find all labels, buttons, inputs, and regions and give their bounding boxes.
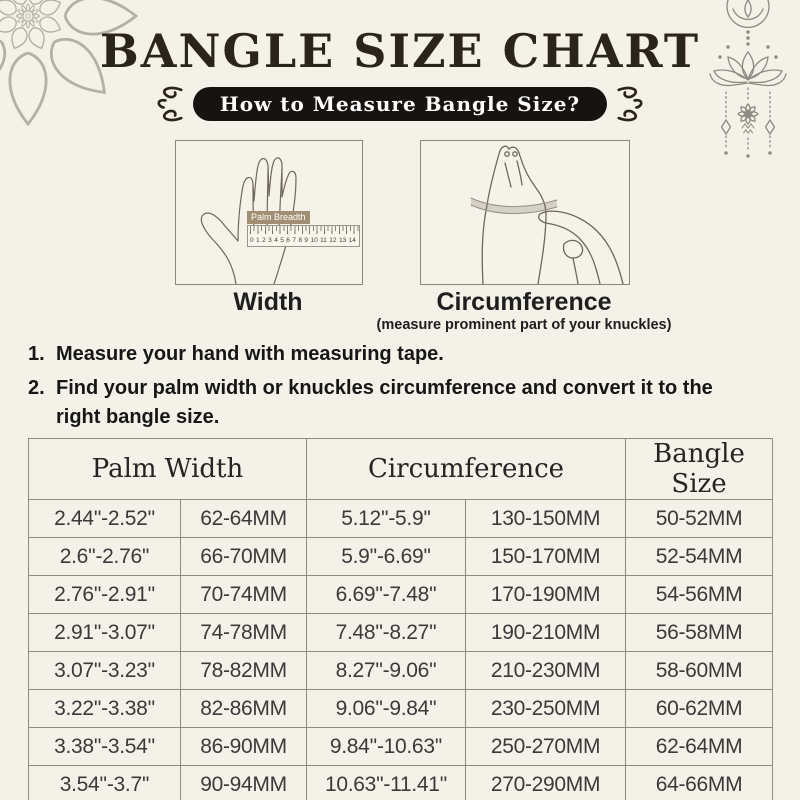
ruler-numbers: 0 1 2 3 4 5 6 7 8 9 10 11 12 13 14 — [250, 237, 356, 244]
instruction-item: 1. Measure your hand with measuring tape… — [28, 340, 746, 369]
instruction-text: Measure your hand with measuring tape. — [56, 343, 444, 365]
circumference-illustration — [420, 140, 630, 285]
instruction-number: 2. — [28, 377, 45, 399]
circumference-note: (measure prominent part of your knuckles… — [376, 317, 672, 333]
mandala-flower-icon — [0, 0, 139, 127]
palm-width-illustration: Palm Breadth 0 1 2 3 4 5 6 7 8 9 10 11 12 13 14 — [175, 140, 363, 285]
circumference-caption: Circumference (measure prominent part of… — [374, 288, 674, 333]
how-to-measure-pill: How to Measure Bangle Size? — [192, 87, 608, 121]
header-bangle-size: Bangle Size — [625, 438, 773, 500]
page-title: BANGLE SIZE CHART — [99, 24, 701, 78]
table-row: 2.6''-2.76'' 66-70MM 5.9''-6.69'' 150-170MM… — [28, 537, 773, 576]
instruction-text: Find your palm width or knuckles circumf… — [56, 377, 713, 428]
table-row: 3.07''-3.23'' 78-82MM 8.27''-9.06'' 210-230… — [28, 651, 773, 690]
circumference-label: Circumference — [436, 288, 612, 316]
table-row: 2.91''-3.07'' 74-78MM 7.48''-8.27'' 190-210… — [28, 613, 773, 652]
header-palm-width: Palm Width — [28, 438, 307, 500]
instruction-number: 1. — [28, 343, 45, 365]
table-row: 3.54''-3.7'' 90-94MM 10.63''-11.41'' 270-29… — [28, 765, 773, 800]
subtitle-row: How to Measure Bangle Size? — [0, 84, 800, 124]
lotus-moon-ornament-icon — [709, 0, 787, 158]
squiggle-right-icon — [617, 86, 643, 122]
header-circumference: Circumference — [306, 438, 626, 500]
table-row: 3.38''-3.54'' 86-90MM 9.84''-10.63'' 250-27… — [28, 727, 773, 766]
table-row: 3.22''-3.38'' 82-86MM 9.06''-9.84'' 230-250… — [28, 689, 773, 728]
width-caption: Width — [233, 288, 303, 316]
table-row: 2.44''-2.52'' 62-64MM 5.12''-5.9'' 130-150M… — [28, 499, 773, 538]
table-row: 2.76''-2.91'' 70-74MM 6.69''-7.48'' 170-190… — [28, 575, 773, 614]
palm-breadth-tag: Palm Breadth — [247, 211, 310, 224]
squiggle-left-icon — [157, 86, 183, 122]
hand-tape-icon — [470, 145, 624, 284]
table-header-row: Palm Width Circumference Bangle Size — [28, 438, 773, 500]
bangle-size-table: Palm Width Circumference Bangle Size 2.4… — [28, 438, 773, 800]
instruction-item: 2. Find your palm width or knuckles circ… — [28, 374, 746, 432]
instructions-list: 1. Measure your hand with measuring tape… — [28, 340, 746, 437]
ruler: 0 1 2 3 4 5 6 7 8 9 10 11 12 13 14 — [247, 225, 360, 247]
